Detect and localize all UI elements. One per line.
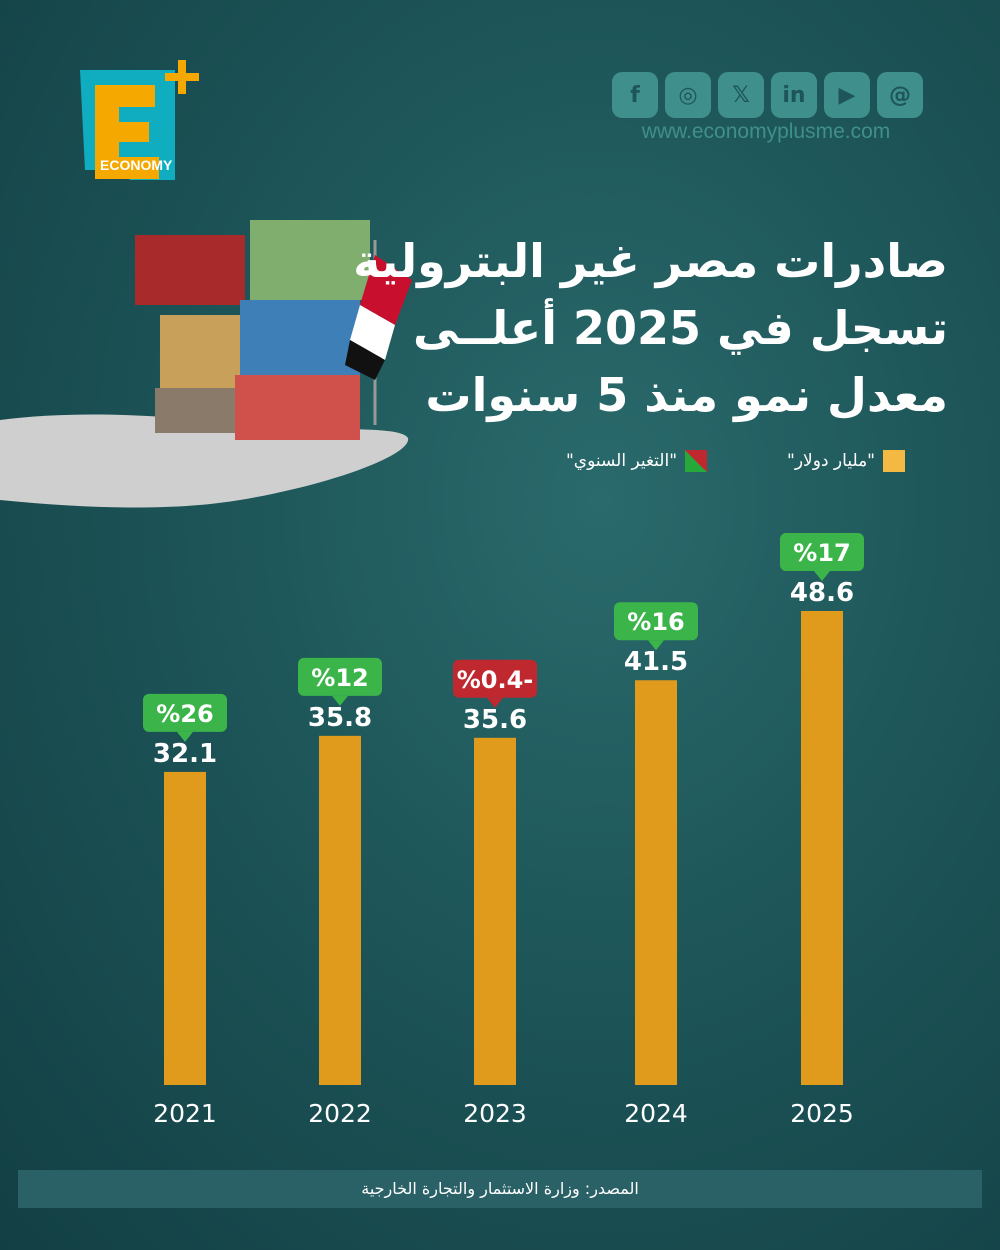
change-badge (614, 602, 698, 641)
infographic-title: صادرات مصر غير البترولية تسجل في 2025 أع… (353, 228, 948, 429)
change-badge-pointer (177, 731, 193, 742)
instagram-icon[interactable]: ◎ (665, 72, 711, 118)
bar (164, 771, 206, 1085)
change-badge (143, 693, 227, 732)
x-tick-label: 2025 (790, 1099, 854, 1128)
x-tick-label: 2024 (624, 1099, 688, 1128)
legend-label-value: "مليار دولار" (787, 451, 875, 471)
legend-label-change: "التغير السنوي" (565, 451, 678, 471)
title-line-1: صادرات مصر غير البترولية (353, 234, 948, 288)
x-tick-label: 2022 (308, 1099, 372, 1128)
facebook-icon[interactable]: f (612, 72, 658, 118)
economy-logo: ECONOMY (80, 60, 199, 180)
change-badge (298, 657, 382, 696)
legend-swatch-change (685, 450, 708, 472)
title-line-2: تسجل في 2025 أعلــى (413, 301, 948, 355)
bar (801, 611, 843, 1085)
legend-item-value: "مليار دولار" (787, 450, 905, 472)
change-badge-pointer (487, 697, 503, 708)
legend-swatch-value (883, 450, 905, 472)
youtube-icon[interactable]: ▶ (824, 72, 870, 118)
x-icon[interactable]: 𝕏 (718, 72, 764, 118)
value-label: 35.6 (463, 705, 527, 735)
bar (474, 737, 516, 1085)
change-label: %16 (627, 608, 684, 636)
bar (319, 735, 361, 1085)
source-note: المصدر: وزارة الاستثمار والتجارة الخارجي… (18, 1170, 982, 1208)
change-label: %17 (793, 539, 850, 567)
title-line-3: معدل نمو منذ 5 سنوات (425, 368, 948, 422)
change-label: %0.4- (457, 666, 534, 694)
legend-item-change: "التغير السنوي" (565, 450, 708, 472)
linkedin-icon[interactable]: in (771, 72, 817, 118)
value-label: 35.8 (308, 703, 372, 733)
hand-with-containers-image (0, 220, 412, 508)
website-url[interactable]: www.economyplusme.com (641, 120, 891, 143)
change-label: %12 (311, 664, 368, 692)
change-badge (780, 533, 864, 571)
threads-icon[interactable]: @ (877, 72, 923, 118)
change-badge-pointer (814, 571, 830, 581)
value-label: 48.6 (790, 578, 854, 608)
value-label: 41.5 (624, 647, 688, 677)
chart-legend: "مليار دولار" "التغير السنوي" (566, 450, 905, 472)
change-badge-pointer (332, 695, 348, 706)
x-tick-label: 2021 (153, 1099, 217, 1128)
change-badge (453, 659, 537, 698)
x-tick-label: 2023 (463, 1099, 527, 1128)
value-label: 32.1 (153, 739, 217, 769)
change-badge-pointer (648, 640, 664, 651)
svg-text:ECONOMY: ECONOMY (100, 157, 173, 173)
change-label: %26 (156, 700, 213, 728)
bar (635, 680, 677, 1085)
